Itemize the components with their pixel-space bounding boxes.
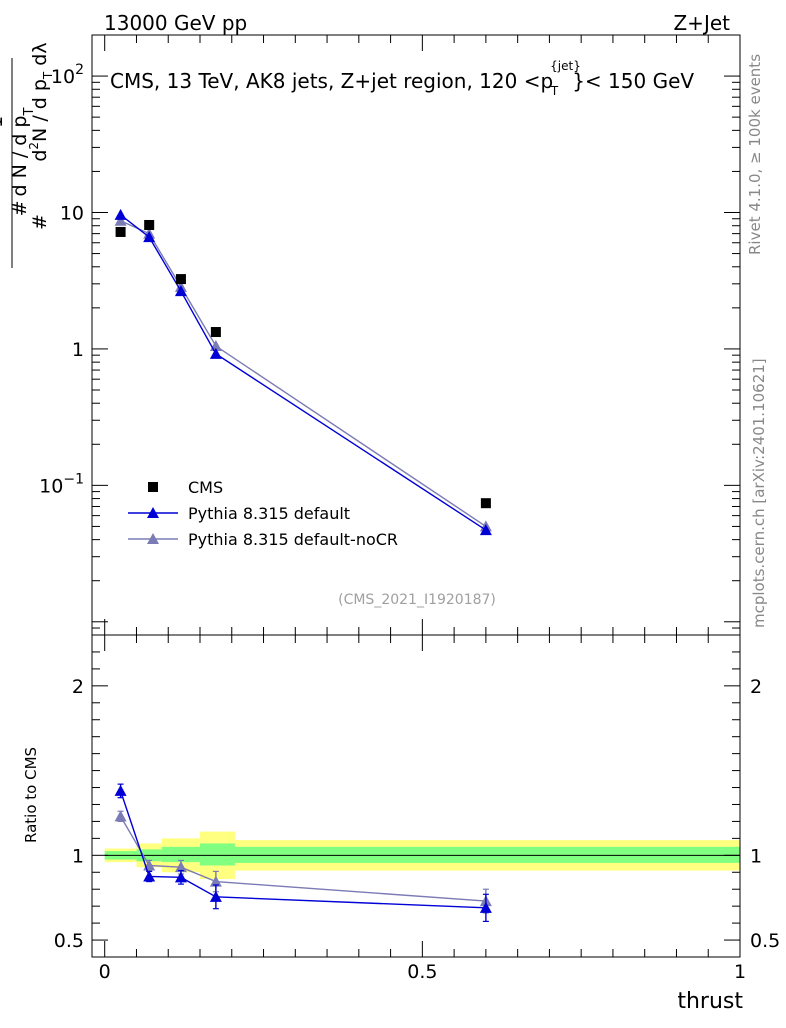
pythia-default-point <box>479 524 492 536</box>
y-tick-label: 10 <box>60 202 84 224</box>
cms-data-point <box>144 219 155 230</box>
series-line-nocr <box>120 220 487 528</box>
header-right: Z+Jet <box>673 11 730 35</box>
y-tick-label: 10−1 <box>39 471 84 497</box>
y-tick-label: 102 <box>51 62 84 88</box>
pythia-default-point <box>114 208 127 220</box>
band-inner <box>200 843 235 866</box>
x-tick-label: 1 <box>734 961 746 983</box>
cms-data-point <box>175 274 186 285</box>
ratio-nocr-point <box>209 875 222 887</box>
pythia-default-point <box>209 347 222 359</box>
cms-data-point <box>115 226 126 237</box>
series-line-default <box>120 214 487 531</box>
pythia-default-point <box>174 285 187 297</box>
pythia-nocr-point <box>114 214 127 226</box>
main-y-axis-label-num: # <box>29 214 51 230</box>
x-tick-label: 0 <box>99 961 111 983</box>
analysis-id-watermark: (CMS_2021_I1920187) <box>338 592 496 608</box>
ratio-tick-labels: 2 21 10.5 0.50 0.5 1 <box>54 676 780 983</box>
legend-marker-cms <box>148 482 158 492</box>
main-title: CMS, 13 TeV, AK8 jets, Z+jet region, 120… <box>110 59 694 98</box>
main-y-axis-label-text: #d N / d pT <box>9 108 37 217</box>
band-inner <box>161 846 200 863</box>
ratio-default-point <box>174 871 187 883</box>
ratio-series <box>114 783 492 923</box>
mcplots-credit-text: mcplots.cern.ch [arXiv:2401.10621] <box>750 358 768 628</box>
main-series <box>114 208 492 536</box>
ratio-default-point <box>209 890 222 902</box>
ratio-y-tick-label: 0.5 <box>54 930 84 952</box>
ratio-default-point <box>114 784 127 796</box>
ratio-y-tick-label-right: 1 <box>750 845 762 867</box>
legend-marker <box>147 507 159 518</box>
cms-data-point <box>210 327 221 338</box>
y-tick-label: 1 <box>72 339 84 361</box>
legend-marker <box>147 533 159 544</box>
main-y-axis-label: #d N / d pT 1 # d2N / d pT dλ <box>0 42 55 268</box>
main-y-tick-labels: 102 10 1 10−1 <box>39 62 84 497</box>
pythia-default-point <box>143 231 156 243</box>
ratio-panel: 2 21 10.5 0.50 0.5 1 Ratio to CMS thrust <box>22 634 780 1014</box>
main-axis-ticks <box>92 34 741 636</box>
legend-label: Pythia 8.315 default <box>188 504 350 523</box>
header-left: 13000 GeV pp <box>104 11 247 35</box>
ratio-y-tick-label-right: 2 <box>750 676 762 698</box>
ratio-y-tick-label: 2 <box>72 676 84 698</box>
legend-label: CMS <box>188 478 223 497</box>
rivet-version-text: Rivet 4.1.0, ≥ 100k events <box>746 54 764 255</box>
ratio-nocr-point <box>114 810 127 822</box>
x-axis-label: thrust <box>677 989 743 1014</box>
main-y-axis-label-one: 1 <box>0 116 7 128</box>
ratio-y-axis-label: Ratio to CMS <box>22 747 40 843</box>
main-panel: (CMS_2021_I1920187) 102 10 1 10−1 CMS, 13 T… <box>0 34 741 636</box>
legend: CMS Pythia 8.315 default Pythia 8.315 defa… <box>128 478 398 549</box>
ratio-plot-frame <box>91 634 741 958</box>
ratio-default-point <box>143 870 156 882</box>
cms-data-point <box>480 498 491 509</box>
ratio-nocr-point <box>174 861 187 873</box>
ratio-y-tick-label: 1 <box>72 845 84 867</box>
main-y-axis-label-frac: d2N / d pT dλ <box>27 42 55 161</box>
ratio-y-tick-label-right: 0.5 <box>750 930 780 952</box>
legend-label: Pythia 8.315 default-noCR <box>188 530 398 549</box>
ratio-axis-ticks <box>92 635 741 957</box>
x-tick-label: 0.5 <box>407 961 437 983</box>
ratio-default-point <box>479 901 492 913</box>
